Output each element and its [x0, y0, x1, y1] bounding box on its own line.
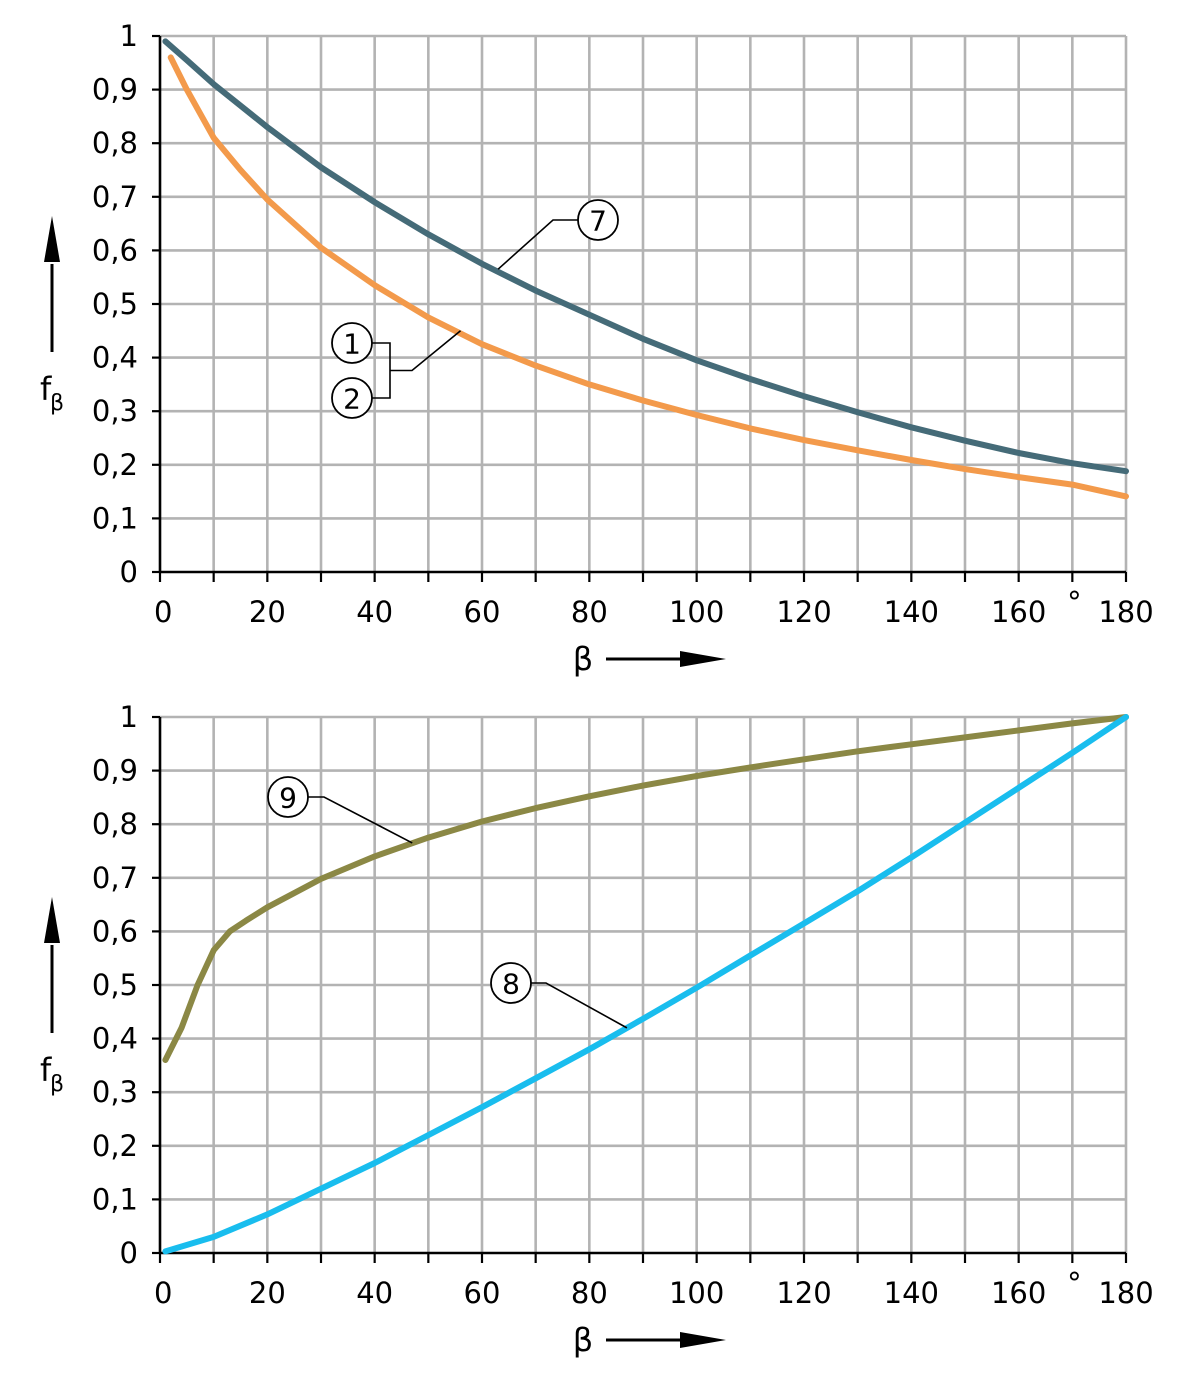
y-axis-title-subscript: β — [50, 1072, 64, 1097]
grid — [160, 715, 1128, 1253]
x-axis-arrowhead — [680, 1332, 726, 1348]
x-tick-label: 160 — [991, 1276, 1046, 1310]
x-tick-label: 180 — [1098, 1276, 1153, 1310]
callout-leader — [497, 219, 578, 270]
x-tick-label: 60 — [464, 595, 501, 629]
callout-label: 1 — [343, 328, 361, 361]
y-tick-label: 0,9 — [92, 754, 138, 788]
chart-1: 0 20 40 60 80 100 120 140 160 180 ° 0 0,1 0,2 0,3 0,4 0,… — [40, 19, 1154, 678]
x-axis-title: β — [573, 1321, 593, 1359]
callout-circle — [331, 377, 373, 419]
y-tick-label: 0,8 — [92, 807, 138, 841]
y-tick-label: 0,5 — [92, 287, 138, 321]
callout-circle — [577, 199, 619, 241]
x-tick-label: 120 — [776, 595, 831, 629]
y-tick-label: 0 — [120, 555, 138, 589]
series-line-9 — [162, 714, 1129, 1063]
callout-leader — [308, 796, 413, 844]
x-tick-label: 40 — [356, 595, 393, 629]
callout-circle — [331, 322, 373, 364]
x-tick-label: 20 — [249, 1276, 286, 1310]
y-tick-label: 0,7 — [92, 180, 138, 214]
callout-circle — [267, 776, 309, 818]
y-tick-label: 0,8 — [92, 126, 138, 160]
x-tick-label: 120 — [776, 1276, 831, 1310]
y-tick-label: 1 — [120, 700, 138, 734]
x-tick-label: 80 — [571, 1276, 608, 1310]
x-tick-label: 140 — [884, 595, 939, 629]
x-tick-label: 40 — [356, 1276, 393, 1310]
x-unit-label: ° — [1067, 1266, 1082, 1300]
x-tick-label: 0 — [154, 595, 172, 629]
y-tick-label: 0,4 — [92, 341, 138, 375]
y-tick-label: 0,6 — [92, 233, 138, 267]
y-tick-label: 0,2 — [92, 448, 138, 482]
x-tick-label: 20 — [249, 595, 286, 629]
x-tick-label: 0 — [154, 1276, 172, 1310]
y-tick-label: 0,7 — [92, 861, 138, 895]
x-tick-label: 100 — [669, 1276, 724, 1310]
x-axis-arrowhead — [680, 651, 726, 667]
chart-2: 0 20 40 60 80 100 120 140 160 180 ° 0 0,1 0,2 0,3 0,4 0,… — [40, 700, 1154, 1359]
y-axis-title-subscript: β — [50, 391, 64, 416]
y-tick-label: 0,1 — [92, 1182, 138, 1216]
callout-label: 2 — [343, 383, 361, 416]
grid — [160, 34, 1128, 572]
x-tick-label: 180 — [1098, 595, 1153, 629]
callout-circle — [490, 962, 532, 1004]
y-tick-label: 1 — [120, 19, 138, 53]
y-tick-label: 0,4 — [92, 1022, 138, 1056]
x-tick-label: 80 — [571, 595, 608, 629]
y-axis-arrowhead — [44, 216, 60, 262]
y-axis-arrowhead — [44, 897, 60, 943]
y-tick-label: 0,9 — [92, 73, 138, 107]
callout-leader — [531, 982, 628, 1029]
y-tick-label: 0,1 — [92, 501, 138, 535]
y-axis-title: f — [40, 370, 52, 408]
y-axis-title: f — [40, 1051, 52, 1089]
x-tick-label: 140 — [884, 1276, 939, 1310]
series-line-1-2 — [167, 54, 1129, 500]
y-tick-label: 0 — [120, 1236, 138, 1270]
y-tick-label: 0,5 — [92, 968, 138, 1002]
y-tick-label: 0,2 — [92, 1129, 138, 1163]
callout-label: 7 — [589, 205, 607, 238]
x-unit-label: ° — [1067, 585, 1082, 619]
series-line-8 — [162, 714, 1129, 1255]
x-axis-title: β — [573, 640, 593, 678]
callout-label: 8 — [502, 968, 520, 1001]
x-tick-label: 100 — [669, 595, 724, 629]
y-tick-label: 0,3 — [92, 394, 138, 428]
callout-label: 9 — [279, 782, 297, 815]
y-tick-label: 0,3 — [92, 1075, 138, 1109]
x-tick-label: 60 — [464, 1276, 501, 1310]
y-tick-label: 0,6 — [92, 914, 138, 948]
x-tick-label: 160 — [991, 595, 1046, 629]
series-line-7 — [162, 38, 1129, 475]
callout-leader — [390, 330, 462, 372]
